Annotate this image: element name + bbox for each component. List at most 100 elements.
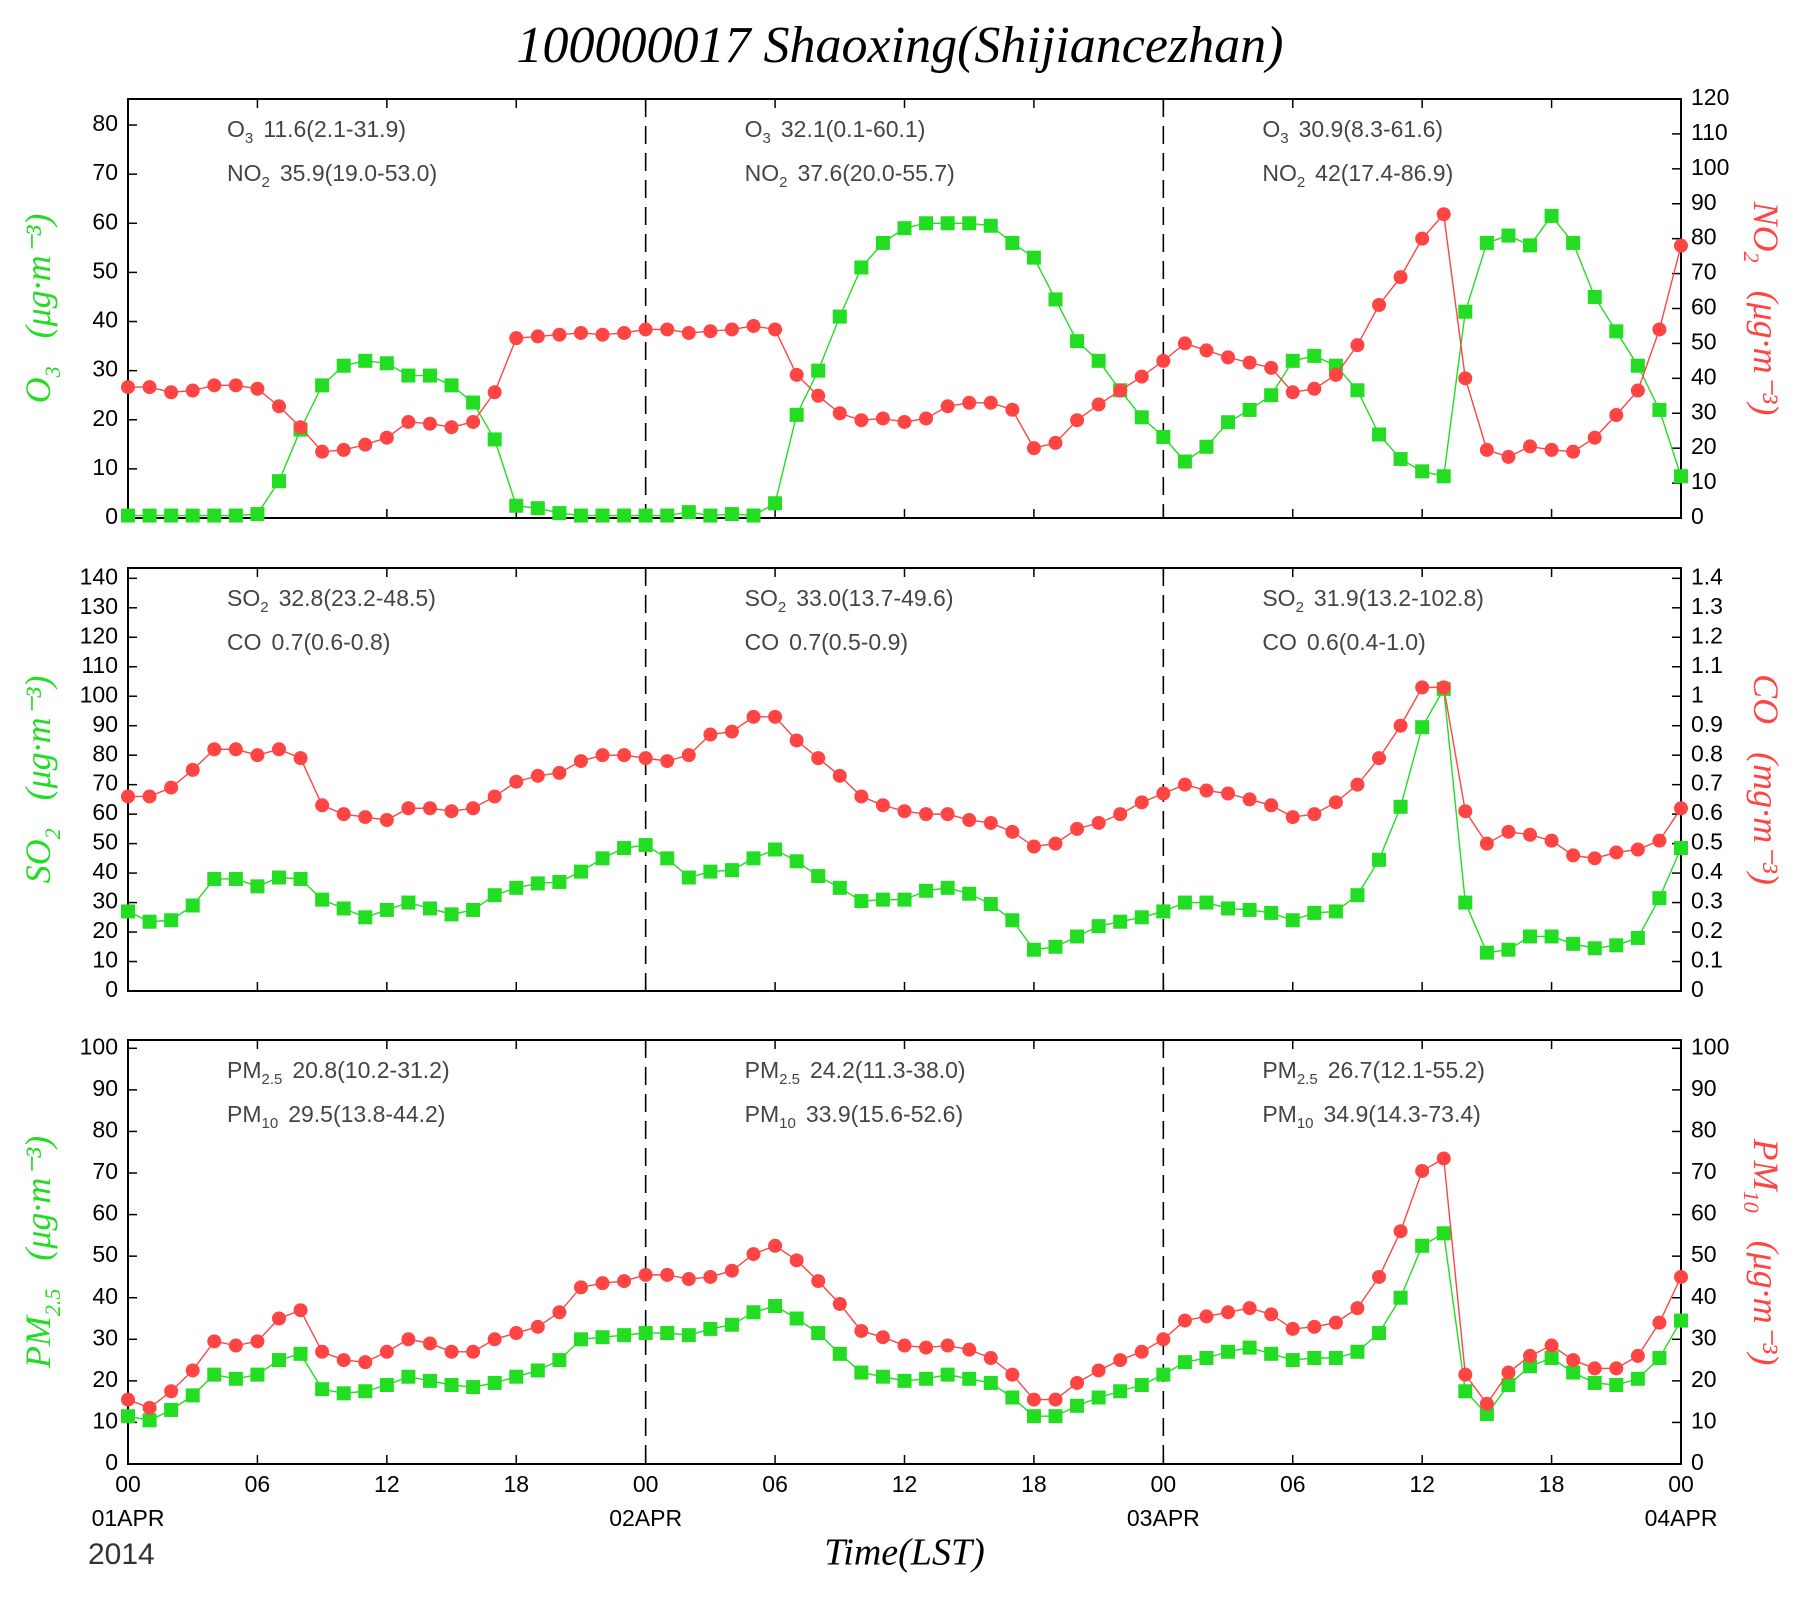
marker [336, 807, 351, 822]
marker [1587, 851, 1602, 866]
marker [1070, 1375, 1085, 1390]
marker [1285, 353, 1300, 368]
marker [1285, 1321, 1300, 1336]
marker [358, 910, 373, 925]
marker [315, 378, 330, 393]
marker [660, 508, 675, 523]
stats-annotation: SO2 32.8(23.2-48.5) [227, 585, 436, 616]
marker [142, 914, 157, 929]
x-tick-label: 06 [762, 1471, 788, 1497]
marker [854, 260, 869, 275]
marker [638, 751, 653, 766]
stats: 35.9(19.0-53.0) [280, 160, 437, 186]
marker [293, 751, 308, 766]
marker [1091, 815, 1106, 830]
marker [142, 508, 157, 523]
y2-tick-label: 0 [1691, 976, 1704, 1002]
date-label: 01APR [92, 1505, 165, 1531]
marker [897, 804, 912, 819]
marker [207, 378, 222, 393]
marker [1436, 680, 1451, 695]
marker [1436, 1151, 1451, 1166]
stats: 20.8(10.2-31.2) [292, 1057, 449, 1083]
y2-tick-label: 1 [1691, 681, 1704, 707]
y-tick-label: 110 [81, 652, 118, 678]
species-subscript: 2 [260, 599, 268, 616]
marker [401, 368, 416, 383]
y2-tick-label: 70 [1691, 1158, 1717, 1184]
marker [1609, 938, 1624, 953]
marker [681, 1328, 696, 1343]
y2-tick-label: 100 [1691, 1033, 1729, 1059]
y-tick-label: 20 [92, 1366, 118, 1392]
marker [897, 1338, 912, 1353]
marker [530, 876, 545, 891]
axis-subscript: 2 [1739, 252, 1764, 263]
axis-title: CO (mg·m⁻³) [1746, 674, 1786, 885]
species: O [227, 116, 245, 142]
marker [142, 789, 157, 804]
marker [1609, 407, 1624, 422]
marker [509, 774, 524, 789]
y-tick-label: 70 [92, 1158, 118, 1184]
marker [1350, 1344, 1365, 1359]
marker [530, 501, 545, 516]
marker [746, 508, 761, 523]
marker [1264, 388, 1279, 403]
marker [250, 507, 265, 522]
stats: 0.6(0.4-1.0) [1307, 629, 1426, 655]
y-tick-label: 60 [92, 1200, 118, 1226]
marker [379, 902, 394, 917]
marker [1134, 910, 1149, 925]
marker [1544, 208, 1559, 223]
marker [1630, 1371, 1645, 1386]
stats-annotation: O3 11.6(2.1-31.9) [227, 116, 406, 147]
species-subscript: 2 [779, 174, 787, 191]
marker [638, 508, 653, 523]
marker [1307, 381, 1322, 396]
y-tick-label: 10 [92, 454, 118, 480]
y-tick-label: 40 [92, 307, 118, 333]
marker [897, 414, 912, 429]
species-subscript: 2.5 [779, 1071, 800, 1088]
marker [487, 888, 502, 903]
marker [1372, 751, 1387, 766]
marker [919, 216, 934, 231]
marker [1393, 1224, 1408, 1239]
y-tick-label: 20 [92, 917, 118, 943]
marker [1242, 792, 1257, 807]
marker [1479, 945, 1494, 960]
marker [940, 1367, 955, 1382]
marker [1652, 1351, 1667, 1365]
marker [121, 508, 135, 523]
axis-title: PM10 (μg·m⁻³) [1739, 1138, 1785, 1366]
marker [552, 874, 567, 889]
marker [1026, 441, 1041, 456]
y2-tick-label: 0.7 [1691, 770, 1723, 796]
marker [1544, 1351, 1559, 1365]
marker [1070, 1398, 1085, 1413]
marker [142, 380, 157, 395]
marker [681, 505, 696, 520]
marker [811, 869, 826, 884]
marker [1177, 454, 1192, 469]
marker [1264, 798, 1279, 813]
marker [897, 221, 912, 236]
species: PM [1262, 1101, 1297, 1127]
marker [617, 841, 632, 856]
y-tick-label: 100 [80, 681, 118, 707]
marker [681, 870, 696, 885]
marker [1393, 452, 1408, 467]
marker [983, 1351, 998, 1365]
y2-tick-label: 0.2 [1691, 917, 1723, 943]
marker [444, 804, 459, 819]
marker [487, 1375, 502, 1390]
y-tick-label: 90 [92, 711, 118, 737]
marker [1134, 1344, 1149, 1359]
marker [1264, 905, 1279, 920]
species-subscript: 3 [1280, 130, 1288, 147]
marker [940, 807, 955, 822]
marker [854, 1365, 869, 1380]
marker [1652, 1315, 1667, 1330]
